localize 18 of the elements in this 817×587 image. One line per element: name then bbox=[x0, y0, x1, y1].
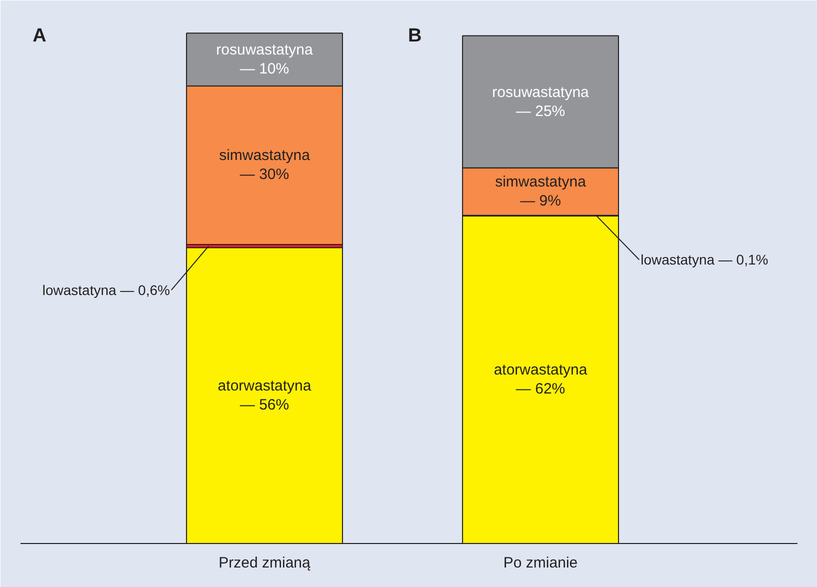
data-label: — 25% bbox=[516, 102, 566, 120]
series-label: atorwastatyna bbox=[494, 362, 588, 379]
annotation: B bbox=[408, 26, 422, 46]
series-label: rosuwastatyna bbox=[216, 42, 314, 59]
data-label: — 56% bbox=[240, 396, 290, 414]
data-label: — 9% bbox=[520, 192, 561, 210]
x-tick-label: Przed zmianą bbox=[218, 554, 312, 572]
annotation: A bbox=[32, 26, 47, 46]
x-tick-label: Po zmianie bbox=[503, 554, 578, 572]
data-label: — 30% bbox=[240, 166, 290, 184]
text: lowastatyna — 0,1% bbox=[640, 252, 768, 268]
data-label: — 62% bbox=[516, 380, 566, 398]
text: lowastatyna — 0,6% bbox=[42, 282, 170, 298]
text: rosuwastatyna bbox=[492, 84, 589, 101]
data-label: — 10% bbox=[240, 60, 290, 78]
text: simwastatyna bbox=[219, 147, 310, 164]
series-label: simwastatyna bbox=[495, 174, 587, 191]
text: atorwastatyna bbox=[218, 378, 312, 395]
